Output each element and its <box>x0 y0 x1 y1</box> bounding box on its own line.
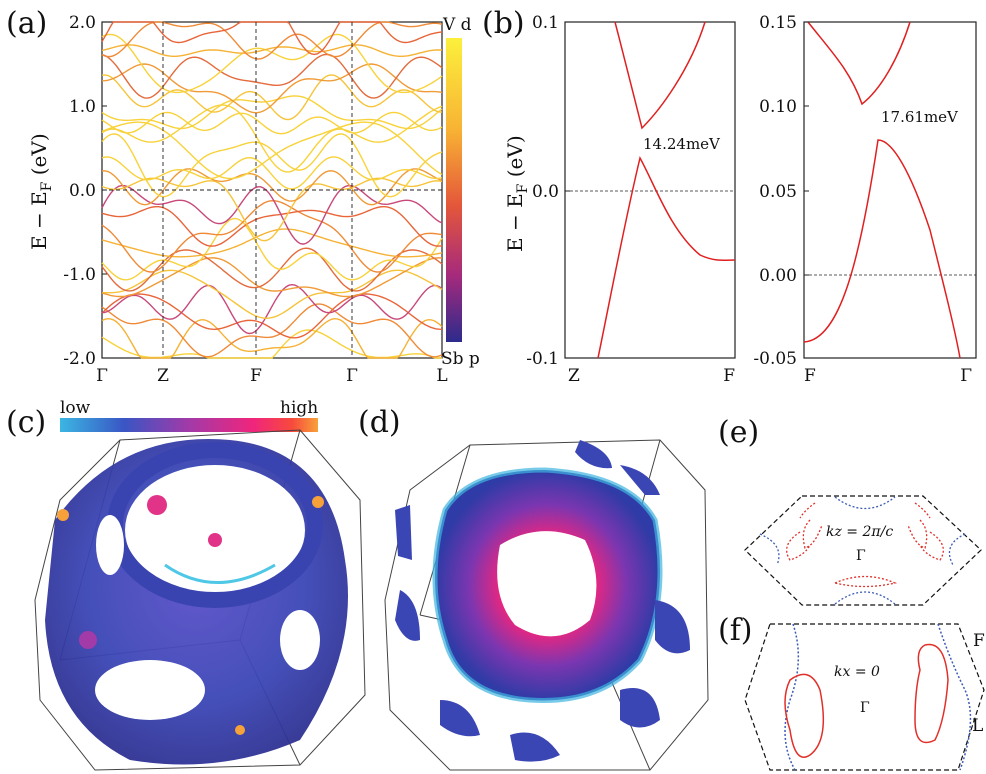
panel-b-left-ytick-label: 0.0 <box>532 182 559 202</box>
panel-a-ytick-label: -2.0 <box>63 349 96 369</box>
panel-f-edge-f: F <box>973 631 985 651</box>
panel-b-right-xtick-label: F <box>804 366 816 386</box>
panel-a-band-line <box>101 21 443 56</box>
panel-a-band-line <box>101 228 443 258</box>
panel-c-colorbar <box>60 418 318 432</box>
panel-b-right-frame <box>803 21 977 359</box>
panel-b-right-ticks: 0.15 0.10 0.05 0.00 -0.05 F Γ <box>753 13 972 386</box>
panel-a-xtick-label: Z <box>157 366 169 386</box>
panel-a-band-line <box>101 33 443 94</box>
colorbar-bottom-label: Sb p <box>441 349 480 369</box>
panel-a-ylabel: E − EF (eV) <box>27 133 55 250</box>
panel-e: (e) kz = 2π/c Γ <box>718 415 982 606</box>
panel-b-left-frame <box>564 21 736 359</box>
panel-f-bz-boundary <box>744 623 985 771</box>
panel-e-kz-label: kz = 2π/c <box>826 524 893 540</box>
panel-b-left-gap-label: 14.24meV <box>643 135 721 153</box>
panel-a-colorbar <box>446 38 462 342</box>
panel-a-band-line <box>101 177 443 242</box>
panel-a-band-line <box>101 317 443 359</box>
panel-c-label: (c) <box>6 405 46 440</box>
panel-b-right-ytick-label: 0.10 <box>759 97 797 117</box>
panel-b-left-xtick-label: F <box>723 366 735 386</box>
panel-a-yticks: 2.0 1.0 0.0 -1.0 -2.0 <box>63 13 107 369</box>
panel-d: (d) <box>358 405 709 771</box>
panel-a-band-line <box>101 111 443 135</box>
panel-a-band-line <box>102 269 443 320</box>
panel-b-right-valence-band <box>803 139 961 359</box>
panel-e-hexagon <box>804 497 980 604</box>
panel-a-band-line <box>101 44 443 57</box>
panel-a-ytick-label: -1.0 <box>63 265 96 285</box>
panel-a-xtick-label: F <box>250 366 262 386</box>
colorbar-top-label: V d <box>442 15 472 35</box>
panel-a-band-line <box>101 63 443 114</box>
panel-b-left-ticks: 0.1 0.0 -0.1 Z F <box>526 13 735 386</box>
panel-b-left-valence-band <box>597 155 736 359</box>
panel-b-left-xtick-label: Z <box>568 366 580 386</box>
panel-b-right-ytick-label: 0.00 <box>759 266 797 286</box>
panel-a-ytick-label: 1.0 <box>69 97 96 117</box>
panel-b: (b) E − EF (eV) 14.24meV 0.1 0.0 -0.1 Z F 17… <box>482 6 977 386</box>
panel-f-edge-l: L <box>972 716 983 736</box>
panel-a-band-line <box>101 329 442 359</box>
panel-a-xtick-label: Γ <box>346 366 358 386</box>
panel-b-label: (b) <box>482 6 525 41</box>
panel-f-label: (f) <box>718 613 753 648</box>
panel-a-band-line <box>101 283 443 335</box>
colorbar-low-label: low <box>60 398 91 418</box>
panel-a-band-line <box>101 303 443 358</box>
panel-a-band-line <box>101 206 443 247</box>
panel-a-band-line <box>101 104 443 173</box>
panel-a-label: (a) <box>6 6 47 41</box>
panel-b-ylabel: E − EF (eV) <box>503 135 531 252</box>
panel-b-right-ytick-label: -0.05 <box>753 349 797 369</box>
panel-a-band-line <box>101 184 443 245</box>
panel-e-bz-boundary <box>744 495 982 606</box>
panel-d-fermi-surface <box>395 440 690 762</box>
colorbar-high-label: high <box>280 398 318 418</box>
panel-e-gamma-label: Γ <box>856 548 866 564</box>
panel-c-fermi-surface <box>45 439 348 765</box>
panel-a-band-line <box>101 293 443 339</box>
panel-a-band-line <box>101 199 443 273</box>
panel-f: (f) kx = 0 Γ F L <box>718 613 985 771</box>
panel-a-band-line <box>101 74 443 121</box>
panel-a-ytick-label: 0.0 <box>69 181 96 201</box>
panel-f-fermi-contours <box>784 623 972 771</box>
panel-b-right-conduction-band <box>807 21 911 106</box>
panel-d-label: (d) <box>358 405 401 440</box>
panel-a-band-line <box>101 95 443 130</box>
panel-a-band-line <box>101 156 443 190</box>
panel-a-band-line <box>101 133 443 198</box>
panel-a-ytick-label: 2.0 <box>69 13 96 33</box>
panel-e-fermi-contours <box>759 496 966 605</box>
panel-b-left-conduction-band <box>614 21 706 130</box>
panel-a-band-line <box>101 53 443 99</box>
panel-b-left-ytick-label: -0.1 <box>526 349 559 369</box>
panel-a-band-line <box>101 217 443 281</box>
panel-a-bands <box>101 21 443 359</box>
panel-c: (c) low high <box>6 398 366 771</box>
panel-a-band-line <box>101 247 443 292</box>
panel-a-band-line <box>101 257 443 298</box>
panel-b-right-gap-label: 17.61meV <box>881 108 959 126</box>
panel-a-band-line <box>101 121 443 180</box>
panel-b-right-ytick-label: 0.05 <box>759 182 797 202</box>
panel-b-left-bands <box>597 21 736 359</box>
panel-f-kx-label: kx = 0 <box>834 664 880 680</box>
panel-b-right-xtick-label: Γ <box>960 366 972 386</box>
panel-b-left-ytick-label: 0.1 <box>532 13 559 33</box>
panel-b-right-bands <box>803 21 961 359</box>
panel-a-xtick-label: Γ <box>96 366 108 386</box>
panel-a-band-line <box>101 21 443 60</box>
panel-e-bz-outline <box>804 497 980 604</box>
panel-b-right-ytick-label: 0.15 <box>759 13 797 33</box>
panel-a-xtick-label: L <box>436 366 447 386</box>
panel-f-gamma-label: Γ <box>860 700 870 716</box>
panel-e-label: (e) <box>718 415 759 450</box>
